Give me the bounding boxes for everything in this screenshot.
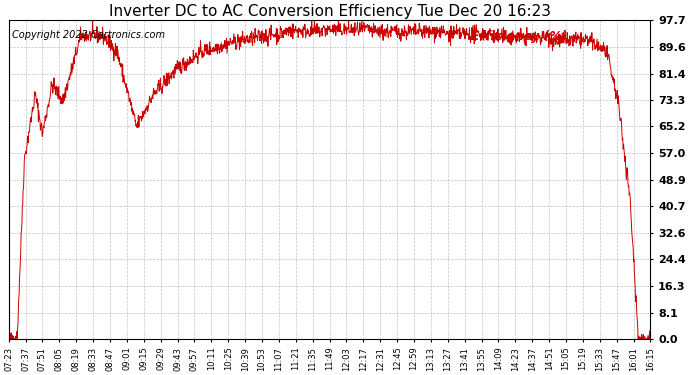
Title: Inverter DC to AC Conversion Efficiency Tue Dec 20 16:23: Inverter DC to AC Conversion Efficiency … [108,4,551,19]
Text: Efficiency (%): Efficiency (%) [471,30,567,43]
Text: Copyright 2022 Cartronics.com: Copyright 2022 Cartronics.com [12,30,165,40]
